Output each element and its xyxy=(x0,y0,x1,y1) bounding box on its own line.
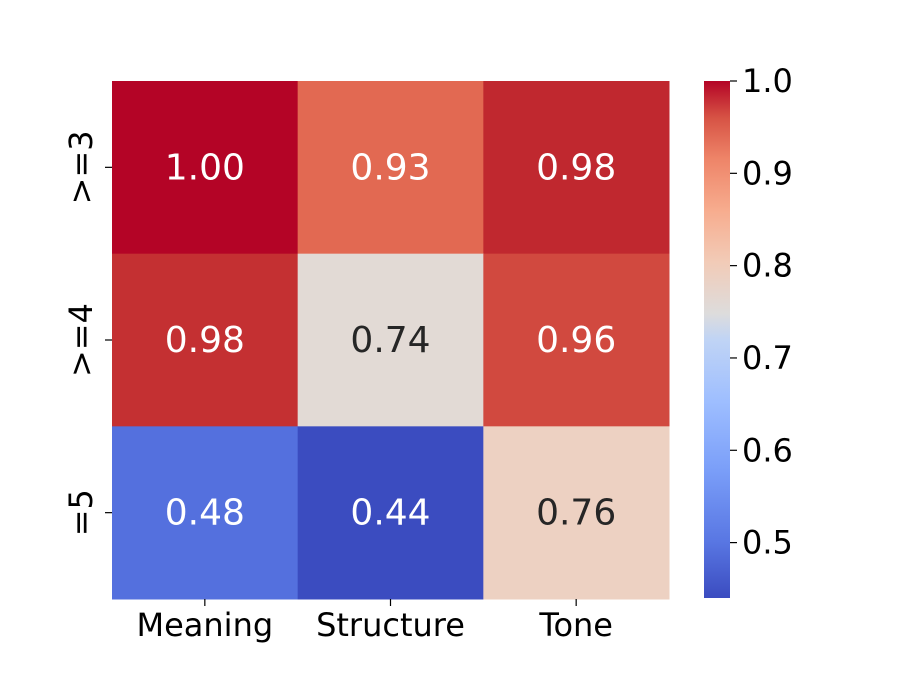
y-tick-label: >=3 xyxy=(62,130,100,204)
colorbar-tick-label: 0.5 xyxy=(742,524,793,562)
x-tick-label: Tone xyxy=(538,606,613,644)
colorbar-tick-label: 0.6 xyxy=(742,431,793,469)
heatmap-cell xyxy=(297,81,484,255)
heatmap-cell xyxy=(483,253,670,427)
y-tick-label: =5 xyxy=(62,489,100,536)
heatmap-cell xyxy=(112,81,299,255)
colorbar-gradient xyxy=(704,81,730,598)
cell-value-label: 0.98 xyxy=(536,147,616,188)
cell-value-label: 0.98 xyxy=(165,320,245,361)
cell-value-label: 0.76 xyxy=(536,493,616,534)
x-axis: Meaning Structure Tone xyxy=(136,599,613,644)
cell-value-label: 1.00 xyxy=(165,147,245,188)
heatmap-cell xyxy=(297,253,484,427)
heatmap-cell xyxy=(297,426,484,600)
cell-value-label: 0.96 xyxy=(536,320,616,361)
colorbar-tick-label: 0.7 xyxy=(742,339,793,377)
heatmap-cells: 1.00 0.93 0.98 0.98 0.74 0.96 0.48 0.44 0.76 xyxy=(112,81,670,600)
cell-value-label: 0.44 xyxy=(350,493,430,534)
cell-value-label: 0.93 xyxy=(350,147,430,188)
y-axis: >=3 >=4 =5 xyxy=(62,130,112,536)
colorbar: 0.5 0.6 0.7 0.8 0.9 1.0 xyxy=(704,62,793,598)
heatmap-cell xyxy=(483,81,670,255)
y-tick-label: >=4 xyxy=(62,303,100,377)
colorbar-tick-label: 1.0 xyxy=(742,62,793,100)
x-tick-label: Structure xyxy=(316,606,465,644)
colorbar-tick-label: 0.9 xyxy=(742,154,793,192)
heatmap-cell xyxy=(483,426,670,600)
colorbar-tick-label: 0.8 xyxy=(742,247,793,285)
heatmap-cell xyxy=(112,426,299,600)
cell-value-label: 0.48 xyxy=(165,493,245,534)
heatmap-cell xyxy=(112,253,299,427)
cell-value-label: 0.74 xyxy=(350,320,430,361)
x-tick-label: Meaning xyxy=(136,606,273,644)
